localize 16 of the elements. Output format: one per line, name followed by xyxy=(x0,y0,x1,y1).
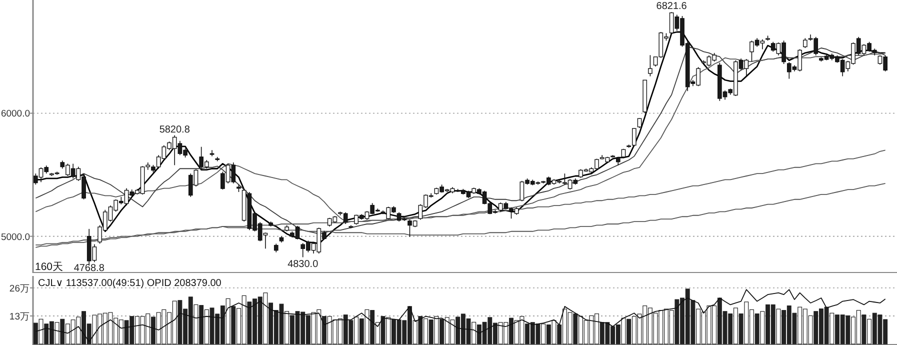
candlestick xyxy=(803,38,808,48)
y-tick-label: 13万 xyxy=(9,311,30,322)
y-tick-label: 26万 xyxy=(9,283,30,294)
y-tick-label: 6000.0 xyxy=(0,108,30,120)
annotation: 5820.8 xyxy=(159,124,190,136)
line-series xyxy=(35,289,886,342)
annotation: 4830.0 xyxy=(288,259,319,270)
y-tick-label: 5000.0 xyxy=(0,232,30,243)
candlestick xyxy=(637,118,642,128)
candlestick xyxy=(632,128,636,147)
annotation: CJL∨ 113537.00(49:51) OPID 208379.00 xyxy=(38,278,222,289)
annotation: 6821.6 xyxy=(656,1,688,12)
candlestick xyxy=(648,54,652,77)
annotation: 160天 xyxy=(35,261,64,273)
annotation: 4768.8 xyxy=(74,263,105,274)
candlestick xyxy=(210,150,214,157)
